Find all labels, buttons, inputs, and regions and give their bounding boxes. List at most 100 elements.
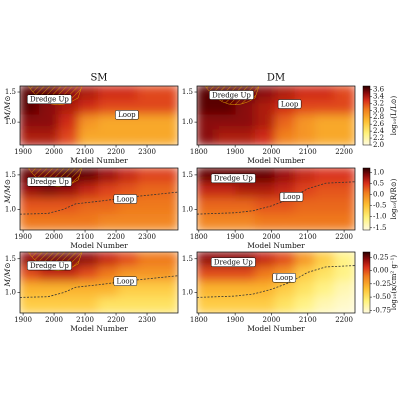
heat-cell [334, 129, 355, 145]
heat-cell [274, 252, 297, 269]
heat-cell [137, 197, 160, 216]
colorbar-tick-label: 0.0 [373, 191, 384, 199]
heat-cell [20, 266, 41, 284]
heat-cell [215, 281, 238, 299]
panel-title: SM [90, 73, 107, 84]
heat-cell [197, 281, 218, 299]
heatmap [197, 86, 355, 145]
heat-cell [274, 213, 297, 230]
heat-cell [197, 296, 218, 313]
x-tick-label: 1900 [226, 316, 244, 324]
colorbar-tick-label: 2.0 [373, 141, 384, 149]
y-tick-label: 1.0 [5, 289, 16, 297]
x-tick-label: 2000 [263, 316, 281, 324]
annotation: Loop [118, 111, 136, 119]
heat-cell [294, 168, 317, 185]
heat-cell [255, 129, 277, 145]
heat-cell [137, 281, 160, 299]
heat-cell [58, 213, 81, 230]
heat-cell [255, 182, 277, 201]
heat-cell [117, 86, 140, 102]
colorbar-tick-label: 2.8 [373, 113, 384, 121]
heat-cell [78, 281, 100, 299]
heat-cell [20, 296, 41, 313]
heat-cell [274, 86, 297, 102]
heat-cell [255, 296, 277, 313]
heat-cell [157, 213, 178, 230]
heat-cell [334, 182, 355, 201]
heat-cell [98, 213, 120, 230]
heat-cell [235, 129, 258, 145]
heat-cell [255, 86, 277, 102]
x-tick-label: 1800 [190, 148, 208, 156]
heat-cell [117, 213, 140, 230]
heat-cell [20, 114, 41, 132]
heat-cell [78, 266, 100, 284]
heat-cell [314, 99, 337, 117]
y-tick-label: 1.0 [182, 205, 193, 213]
annotation-box [277, 99, 302, 109]
x-tick-label: 2000 [263, 233, 281, 241]
heat-cell [294, 266, 317, 284]
x-tick-label: 2200 [335, 233, 353, 241]
x-tick-label: 2100 [76, 148, 94, 156]
heat-cell [235, 213, 258, 230]
heat-cell [294, 281, 317, 299]
heat-cell [38, 114, 61, 132]
annotation: Dredge Up [214, 175, 253, 183]
y-tick-label: 1.5 [5, 255, 16, 263]
heat-cell [20, 197, 41, 216]
heat-cell [137, 86, 160, 102]
heat-cell [157, 86, 178, 102]
heat-cell [58, 129, 81, 145]
heat-cell [334, 266, 355, 284]
x-axis-label: Model Number [70, 241, 128, 250]
plot-frame [196, 251, 356, 314]
colorbar-tick-label: 2.4 [373, 127, 385, 135]
heat-cell [78, 99, 100, 117]
x-tick-label: 2200 [107, 316, 125, 324]
heat-cell [98, 252, 120, 269]
heat-cell [20, 281, 41, 299]
heat-cell [294, 129, 317, 145]
heat-cell [137, 252, 160, 269]
heat-cell [334, 197, 355, 216]
heat-cell [314, 86, 337, 102]
x-tick-label: 2200 [335, 148, 353, 156]
y-axis-label: M/M⊙ [3, 95, 12, 120]
heat-cell [274, 129, 297, 145]
heat-cell [334, 114, 355, 132]
x-axis-label: Model Number [247, 241, 305, 250]
heat-cell [58, 296, 81, 313]
heat-cell [78, 168, 100, 185]
colorbar-tick-label: 2.2 [373, 134, 384, 142]
plot-frame [19, 85, 179, 146]
heat-cell [334, 296, 355, 313]
annotation: Dredge Up [30, 262, 69, 270]
heat-cell [117, 296, 140, 313]
heat-cell [157, 99, 178, 117]
heat-cell [20, 182, 41, 201]
heat-cell [255, 266, 277, 284]
heat-cell [274, 296, 297, 313]
annotation: Loop [281, 100, 299, 108]
x-tick-label: 1800 [190, 316, 208, 324]
annotation: Dredge Up [214, 258, 253, 266]
x-axis-label: Model Number [70, 156, 128, 165]
heat-cell [20, 129, 41, 145]
heat-cell [58, 266, 81, 284]
heat-cell [58, 114, 81, 132]
heat-cell [334, 99, 355, 117]
x-tick-label: 2100 [299, 233, 317, 241]
heat-cell [137, 99, 160, 117]
heat-cell [314, 129, 337, 145]
colorbar-tick-label: 2.6 [373, 120, 385, 128]
annotation: Loop [117, 277, 135, 285]
heat-cell [215, 114, 238, 132]
heat-cell [157, 129, 178, 145]
boundary-line [197, 181, 355, 215]
heat-cell [197, 266, 218, 284]
heat-cell [235, 281, 258, 299]
heat-cell [314, 182, 337, 201]
